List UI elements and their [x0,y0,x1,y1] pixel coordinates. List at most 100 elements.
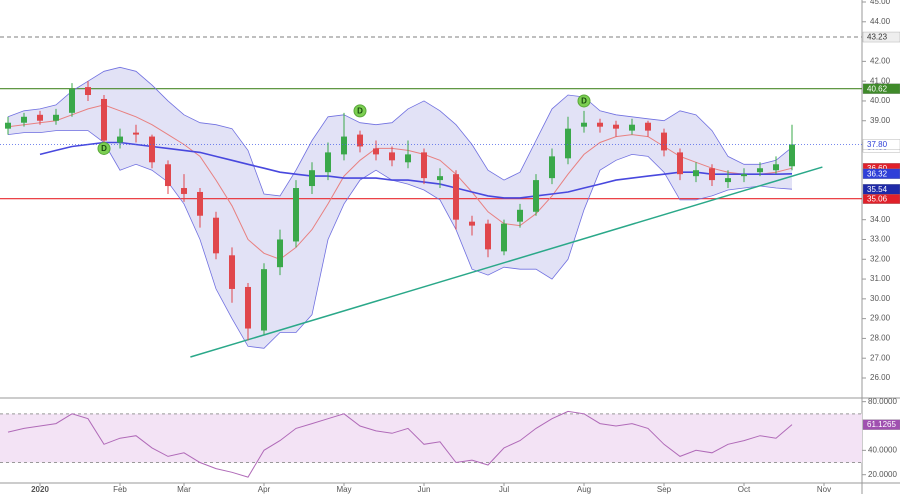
y-tick-label: 40.00 [870,96,891,105]
x-tick-label: Aug [577,485,591,494]
candle-body [213,217,219,254]
candle-body [373,148,379,155]
x-tick-label: 2020 [31,485,49,494]
y-tick-label: 39.00 [870,116,891,125]
candle-body [37,114,43,121]
event-marker [577,94,591,108]
candle-body [277,239,283,268]
y-tick-label: 44.00 [870,17,891,26]
x-tick-label: Apr [258,485,271,494]
candle-body [309,170,315,187]
candle-body [229,255,235,289]
rsi-band [0,413,862,463]
candle-body [613,124,619,129]
candle-body [53,114,59,121]
indicator-line [39,141,793,199]
candle-body [133,132,139,135]
event-marker [97,141,111,155]
event-label: D [101,144,107,153]
candle-body [581,122,587,127]
candle-body [741,174,747,177]
candle-body [85,87,91,96]
candle-body [421,152,427,179]
price-tag-label: 36.32 [867,169,888,178]
candle-body [661,132,667,151]
candle-body [437,176,443,181]
candle-body [245,286,251,329]
price-tag-label: 35.54 [867,185,888,194]
candle-body [101,98,107,141]
price-tag-label: 61.1265 [867,420,896,429]
price-tag [862,419,900,430]
price-tag [862,31,900,43]
rsi-line [7,410,793,478]
event-label: D [357,106,363,115]
candle-body [389,152,395,161]
candle-body [757,168,763,173]
price-tag-label: 40.62 [867,84,888,93]
candle-body [69,89,75,113]
candle-body [325,152,331,173]
y-tick-label: 33.00 [870,235,891,244]
candle-body [149,136,155,163]
candle-body [789,144,795,167]
rsi-tick-label: 20.0000 [868,470,897,479]
price-tag [862,184,900,195]
trendline [190,166,823,358]
candle-body [341,136,347,155]
y-tick-label: 27.00 [870,353,891,362]
candle-body [533,180,539,212]
x-tick-label: Mar [177,485,191,494]
candle-body [261,269,267,331]
y-tick-label: 32.00 [870,254,891,263]
price-tag [862,83,900,94]
x-tick-label: May [336,485,351,494]
event-marker [353,104,367,118]
rsi-tick-label: 80.0000 [868,397,897,406]
candle-body [725,178,731,183]
candle-body [597,122,603,127]
candle-body [5,122,11,129]
price-tag-label: 37.80 [867,140,888,149]
x-tick-label: Oct [738,485,751,494]
candle-body [293,188,299,242]
y-tick-label: 45.00 [870,0,891,6]
y-tick-label: 42.00 [870,56,891,65]
price-tag-label: 43.23 [867,33,888,42]
candle-body [629,124,635,131]
x-tick-label: Jul [499,485,509,494]
y-tick-label: 41.00 [870,76,891,85]
candle-body [677,152,683,175]
band-fill [8,67,792,349]
y-tick-label: 29.00 [870,314,891,323]
candle-body [469,221,475,226]
candle-body [197,191,203,216]
candle-body [517,209,523,222]
candle-body [165,164,171,187]
x-tick-label: Jun [418,485,431,494]
indicator-line [7,130,793,349]
candle-body [485,223,491,250]
candle-body [709,168,715,181]
candle-body [21,116,27,123]
candle-body [117,136,123,143]
candle-body [549,156,555,179]
candle-body [453,174,459,220]
price-tag-label: 36.60 [867,164,888,173]
indicator-line [7,66,793,197]
x-tick-label: Nov [817,485,831,494]
candle-body [645,122,651,131]
price-tag-label: 35.06 [867,194,888,203]
event-label: D [581,97,587,106]
x-tick-label: Feb [113,485,127,494]
candle-body [773,164,779,171]
y-tick-label: 31.00 [870,274,891,283]
candle-body [181,188,187,194]
candle-body [693,170,699,177]
x-tick-label: Sep [657,485,672,494]
candle-body [357,134,363,147]
y-tick-label: 28.00 [870,334,891,343]
candle-body [565,128,571,159]
